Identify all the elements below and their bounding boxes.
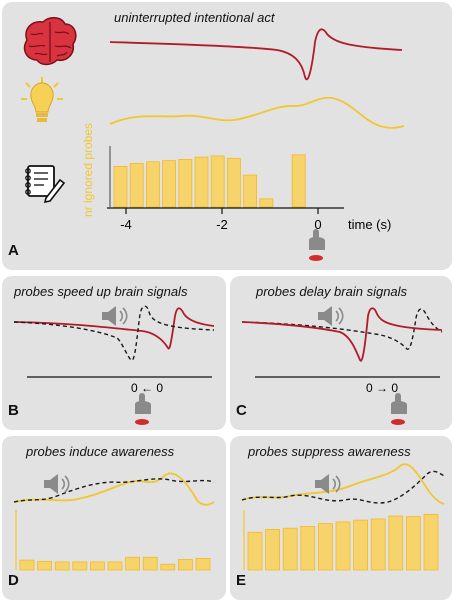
panel-a-bar	[129, 163, 144, 208]
panel-a-brain-signal	[109, 28, 403, 81]
panel-a-bar	[259, 198, 274, 208]
panel-e-title: probes suppress awareness	[248, 444, 411, 459]
panel-b-probe-signal	[13, 305, 215, 361]
panel-e-bars	[247, 513, 439, 571]
panel-d-awareness-signal	[13, 472, 215, 506]
panel-d-bar	[54, 561, 70, 571]
panel-d-bar	[195, 558, 211, 571]
speaker-icon	[102, 306, 128, 326]
panel-b-axis-text: 0 ← 0	[131, 381, 163, 395]
panel-a-bar	[226, 157, 241, 208]
panel-d-bar	[72, 561, 88, 571]
panel-e-bar	[353, 519, 368, 571]
panel-a-tick-label-2: -2	[216, 217, 228, 232]
panel-a-y-label: nr ignored probes	[81, 123, 95, 217]
panel-a-bar	[291, 154, 306, 208]
hand-press-icon	[135, 393, 151, 425]
panel-c-probe-signal	[241, 308, 443, 350]
panel-e-bar	[300, 526, 316, 571]
panel-d-bar	[19, 559, 35, 571]
panel-e-bar	[247, 531, 263, 571]
speaker-icon	[315, 474, 341, 494]
panel-a-bar	[162, 160, 177, 208]
notebook-icon	[25, 165, 66, 204]
panel-c-graphics: 0 → 0	[241, 306, 443, 425]
panel-c-original-signal	[241, 307, 443, 362]
panel-d-bar	[125, 556, 140, 571]
panel-c-label: C	[236, 402, 247, 419]
lightbulb-icon	[21, 77, 63, 122]
panel-e-bar	[335, 521, 351, 571]
panel-e-bar	[318, 523, 333, 571]
panel-e-bar	[282, 527, 298, 571]
panel-b: probes speed up brain signals B 0 ← 0	[2, 276, 226, 430]
panel-b-label: B	[8, 402, 19, 419]
panel-c-title: probes delay brain signals	[256, 284, 408, 299]
panel-e-bar	[405, 516, 421, 571]
panel-a-bar	[145, 161, 160, 208]
hand-press-icon	[309, 229, 325, 261]
panel-d-probe-signal	[13, 478, 215, 503]
panel-e-label: E	[236, 572, 247, 589]
panel-d-bar	[37, 560, 52, 571]
panel-a: uninterrupted intentional act A	[2, 2, 452, 270]
panel-a-bar	[194, 156, 209, 208]
panel-a-bar	[178, 159, 193, 208]
panel-e-bar	[388, 515, 404, 571]
panel-a-graphics: nr ignored probes -4 -2 0 time (s)	[21, 17, 405, 261]
panel-a-x-label: time (s)	[348, 217, 391, 232]
panel-a-tick-label-3: 0	[314, 217, 321, 232]
speaker-icon	[318, 306, 344, 326]
panel-d-title: probes induce awareness	[26, 444, 175, 459]
panel-e-bar	[423, 513, 439, 571]
panel-d-bar	[90, 561, 105, 571]
panel-d-label: D	[8, 572, 19, 589]
panel-c: probes delay brain signals C 0 → 0	[230, 276, 452, 430]
brain-icon	[23, 17, 77, 66]
panel-e-graphics	[241, 463, 445, 571]
panel-d-bar	[177, 559, 193, 571]
panel-a-title: uninterrupted intentional act	[114, 10, 275, 25]
panel-d-bar	[160, 563, 176, 571]
panel-e-bar	[370, 518, 386, 571]
panel-e-bar	[265, 529, 280, 571]
panel-e: probes suppress awareness E	[230, 436, 452, 600]
panel-b-title: probes speed up brain signals	[14, 284, 188, 299]
panel-b-graphics: 0 ← 0	[13, 305, 215, 425]
panel-a-bars	[113, 154, 306, 208]
panel-a-bar	[243, 174, 258, 208]
panel-a-bar	[113, 165, 128, 208]
panel-d-bar	[142, 556, 158, 571]
panel-c-axis-text: 0 → 0	[366, 381, 398, 395]
panel-b-original-signal	[13, 307, 215, 350]
panel-d-bar	[107, 561, 123, 571]
panel-d-graphics	[13, 472, 215, 571]
panel-d: probes induce awareness D	[2, 436, 226, 600]
panel-a-tick-label-1: -4	[120, 217, 132, 232]
panel-d-bars	[19, 556, 211, 571]
panel-e-probe-signal	[241, 470, 445, 504]
panel-a-awareness-signal	[109, 96, 405, 129]
speaker-icon	[44, 474, 70, 494]
panel-a-bar	[210, 155, 225, 208]
hand-press-icon	[391, 393, 407, 425]
panel-a-label: A	[8, 242, 19, 259]
